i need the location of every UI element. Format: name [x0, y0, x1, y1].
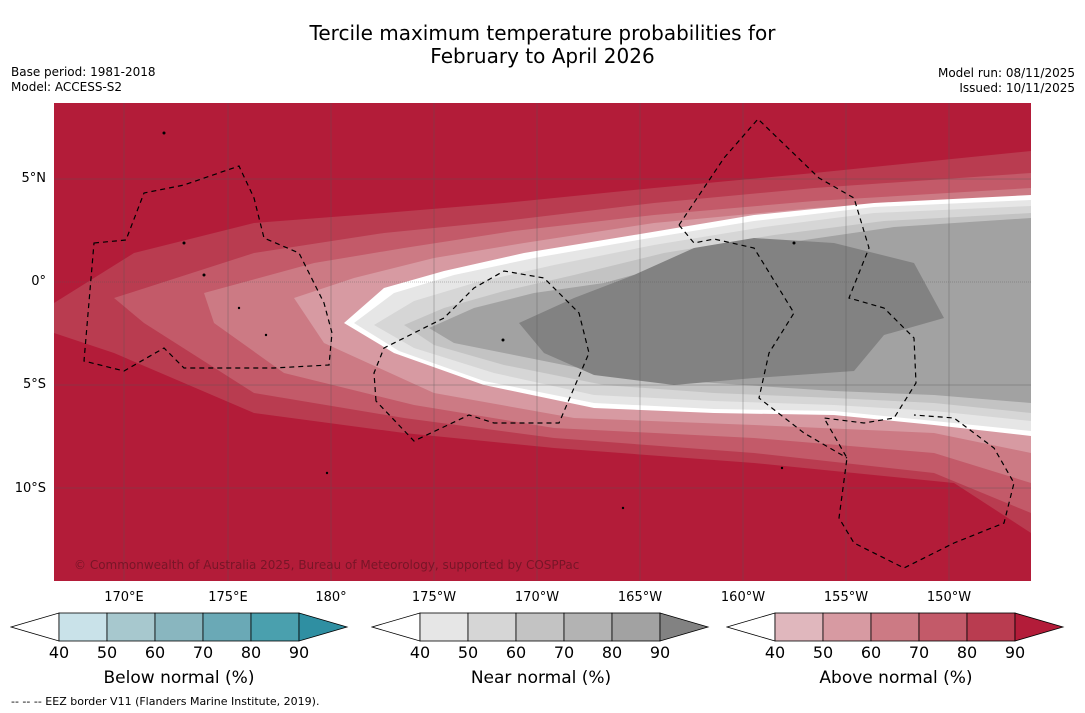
lat-label-5s: 5°S — [22, 377, 46, 392]
colorbar-extend-high — [298, 612, 349, 642]
lat-label-0: 0° — [31, 274, 46, 289]
colorbar-segment — [515, 612, 565, 642]
tick: 90 — [649, 643, 671, 662]
title-line-2: February to April 2026 — [430, 44, 655, 68]
colorbar-segment — [966, 612, 1016, 642]
title-line-1: Tercile maximum temperature probabilitie… — [309, 21, 776, 45]
probability-map: © Commonwealth of Australia 2025, Bureau… — [54, 103, 1031, 581]
colorbar-above — [726, 612, 1065, 642]
colorbar-segment — [822, 612, 872, 642]
tick: 50 — [96, 643, 118, 662]
colorbar-segment — [611, 612, 661, 642]
lon-label-160w: 160°W — [720, 590, 766, 605]
lon-label-170e: 170°E — [104, 590, 144, 605]
tick: 80 — [956, 643, 978, 662]
tick: 70 — [553, 643, 575, 662]
near-band-90 — [519, 238, 944, 385]
tick: 40 — [764, 643, 786, 662]
tick: 70 — [192, 643, 214, 662]
colorbar-segment — [250, 612, 300, 642]
meta-left: Base period: 1981-2018 Model: ACCESS-S2 — [11, 65, 156, 95]
map-copyright: © Commonwealth of Australia 2025, Bureau… — [74, 558, 580, 572]
colorbar-segment — [58, 612, 108, 642]
tick: 40 — [48, 643, 70, 662]
colorbar-segment — [202, 612, 252, 642]
colorbar-extend-high — [1014, 612, 1065, 642]
tick: 90 — [1004, 643, 1026, 662]
lon-label-175w: 175°W — [411, 590, 457, 605]
meta-right: Model run: 08/11/2025 Issued: 10/11/2025 — [938, 66, 1075, 96]
colorbar-segment — [154, 612, 204, 642]
issued-date: Issued: 10/11/2025 — [959, 81, 1075, 95]
lon-label-150w: 150°W — [926, 590, 972, 605]
graticule — [54, 103, 1031, 581]
model-name: Model: ACCESS-S2 — [11, 80, 123, 94]
colorbar-segment — [870, 612, 920, 642]
colorbar-below — [10, 612, 349, 642]
base-period: Base period: 1981-2018 — [11, 65, 156, 79]
colorbar-above-label: Above normal (%) — [819, 668, 973, 688]
colorbar-segment — [774, 612, 824, 642]
lon-label-155w: 155°W — [823, 590, 869, 605]
lon-label-180: 180° — [315, 590, 347, 605]
lon-label-175e: 175°E — [208, 590, 248, 605]
colorbar-segment — [563, 612, 613, 642]
map-graphic — [54, 103, 1031, 581]
colorbar-below-label: Below normal (%) — [103, 668, 255, 688]
colorbar-extend-low — [371, 612, 421, 642]
colorbar-segment — [419, 612, 469, 642]
tick: 50 — [812, 643, 834, 662]
colorbar-extend-low — [726, 612, 776, 642]
tick: 60 — [860, 643, 882, 662]
tick: 80 — [601, 643, 623, 662]
lon-label-170w: 170°W — [514, 590, 560, 605]
colorbar-near — [371, 612, 710, 642]
lon-label-165w: 165°W — [617, 590, 663, 605]
model-run: Model run: 08/11/2025 — [937, 66, 1075, 80]
lat-label-10s: 10°S — [14, 481, 46, 496]
lat-label-5n: 5°N — [21, 171, 47, 186]
colorbar-segment — [467, 612, 517, 642]
colorbar-segment — [106, 612, 156, 642]
colorbar-extend-low — [10, 612, 60, 642]
tick: 90 — [288, 643, 310, 662]
colorbar-near-label: Near normal (%) — [470, 668, 612, 688]
colorbar-extend-high — [659, 612, 710, 642]
islands — [162, 131, 796, 510]
tick: 80 — [240, 643, 262, 662]
colorbar-segment — [918, 612, 968, 642]
eez-borders — [83, 118, 1015, 569]
tick: 60 — [144, 643, 166, 662]
tick: 60 — [505, 643, 527, 662]
tick: 50 — [457, 643, 479, 662]
tick: 40 — [409, 643, 431, 662]
tick: 70 — [908, 643, 930, 662]
eez-footnote: -- -- -- EEZ border V11 (Flanders Marine… — [11, 695, 320, 708]
map-title: Tercile maximum temperature probabilitie… — [0, 22, 1085, 68]
